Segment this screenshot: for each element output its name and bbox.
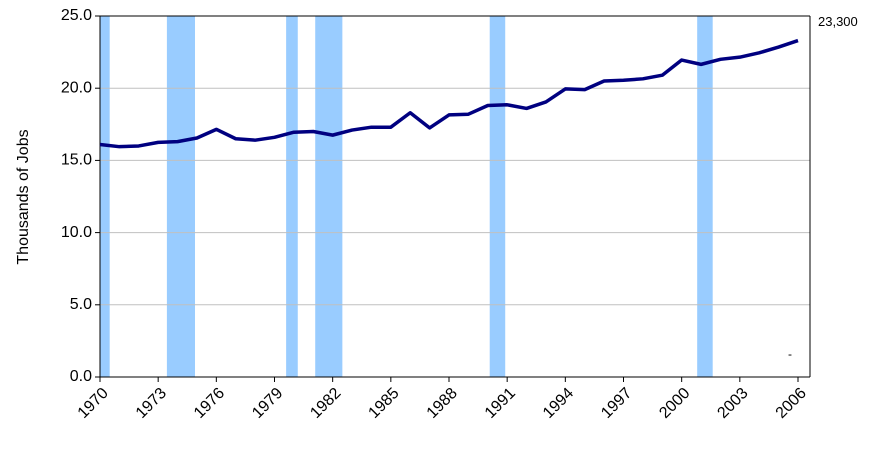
recession-band [315,16,343,377]
y-tick-label: 5.0 [70,296,92,313]
y-axis-title: Thousands of Jobs [15,129,32,264]
x-tick-label: 1976 [191,385,228,422]
x-tick-label: 1973 [133,385,170,422]
recession-band [697,16,713,377]
x-tick-label: 1985 [365,385,402,422]
x-tick-label: 1988 [424,385,461,422]
x-tick-label: 1997 [598,385,635,422]
y-tick-label: 10.0 [61,224,92,241]
x-tick-label: 1979 [249,385,286,422]
y-tick-label: 25.0 [61,7,92,24]
x-tick-label: 1994 [540,385,577,422]
data-line [99,38,799,149]
annotation: - [788,347,792,361]
x-tick-label: 1991 [482,385,519,422]
x-tick-label: 2006 [773,385,810,422]
x-tick-label: 2003 [714,385,751,422]
recession-band [286,16,298,377]
x-tick-label: 1970 [75,385,112,422]
y-tick-label: 20.0 [61,79,92,96]
x-tick-label: 1982 [307,385,344,422]
recession-band [100,16,110,377]
value-label: 23,300 [818,14,858,29]
x-tick-label: 2000 [656,385,693,422]
y-tick-label: 0.0 [70,368,92,385]
y-tick-label: 15.0 [61,152,92,169]
recession-band [166,16,196,377]
recession-band [489,16,506,377]
